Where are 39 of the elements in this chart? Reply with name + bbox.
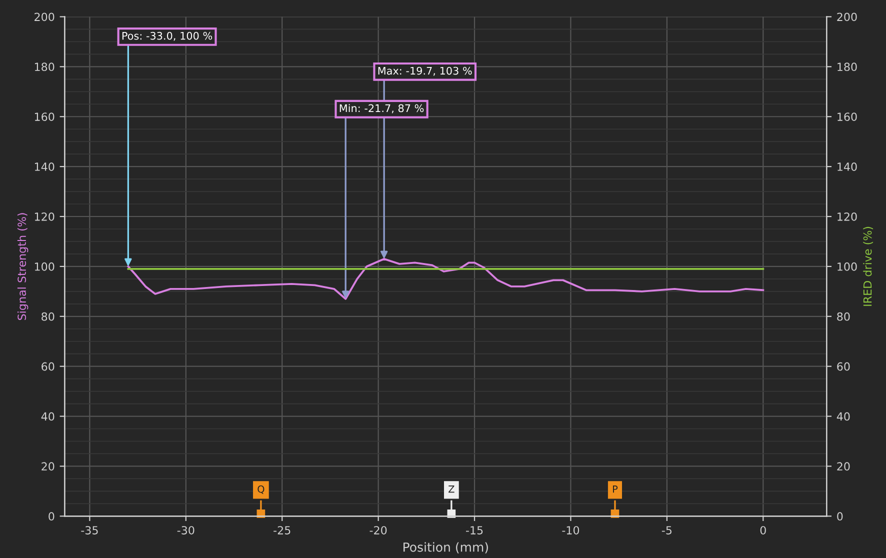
ref-line-label: Z — [448, 486, 454, 493]
ref-line-label: P — [613, 486, 618, 493]
x-tick-label: -20 — [370, 526, 387, 534]
y-tick-label: 120 — [34, 212, 54, 221]
y2-tick-label: 20 — [837, 462, 850, 471]
y2-tick-label: 80 — [837, 312, 850, 321]
y-tick-label: 140 — [34, 162, 54, 171]
annotation: Pos: -33.0, 100 % — [122, 32, 212, 41]
x-tick-label: -35 — [81, 526, 98, 534]
y-tick-label: 80 — [42, 312, 54, 321]
annotation: Min: -21.7, 87 % — [340, 104, 424, 114]
y-tick-label: 40 — [41, 412, 54, 421]
y2-tick-label: 160 — [838, 112, 857, 121]
y-tick-label: 60 — [42, 362, 54, 371]
y2-tick-label: 0 — [837, 512, 843, 521]
x-tick-label: -30 — [177, 526, 194, 534]
x-tick-label: -5 — [662, 526, 672, 534]
y-tick-label: 0 — [48, 512, 54, 521]
y-tick-label: 200 — [34, 12, 54, 22]
y2-tick-label: 180 — [838, 62, 857, 72]
x-tick-label: 0 — [760, 526, 766, 534]
y2-axis-title: IRED drive (%) — [863, 226, 874, 306]
annotation: Max: -19.7, 103 % — [378, 66, 472, 76]
x-tick-label: -10 — [562, 526, 580, 534]
y2-tick-label: 140 — [838, 162, 857, 171]
y2-tick-label: 120 — [838, 212, 857, 221]
x-tick-label: -15 — [466, 526, 483, 534]
y-tick-label: 160 — [34, 112, 54, 121]
y2-tick-label: 60 — [837, 362, 850, 371]
x-tick-label: -25 — [274, 526, 290, 534]
y2-tick-label: 100 — [838, 262, 857, 271]
y-axis-title: Signal Strength (%) — [17, 213, 28, 320]
x-axis-title: Position (mm) — [404, 542, 488, 554]
y-tick-label: 20 — [42, 462, 54, 471]
y2-tick-label: 200 — [837, 12, 857, 22]
y2-tick-label: 40 — [836, 412, 850, 421]
y-tick-label: 100 — [34, 262, 54, 271]
ref-line-label: Q — [258, 485, 264, 494]
y-tick-label: 180 — [34, 62, 54, 72]
